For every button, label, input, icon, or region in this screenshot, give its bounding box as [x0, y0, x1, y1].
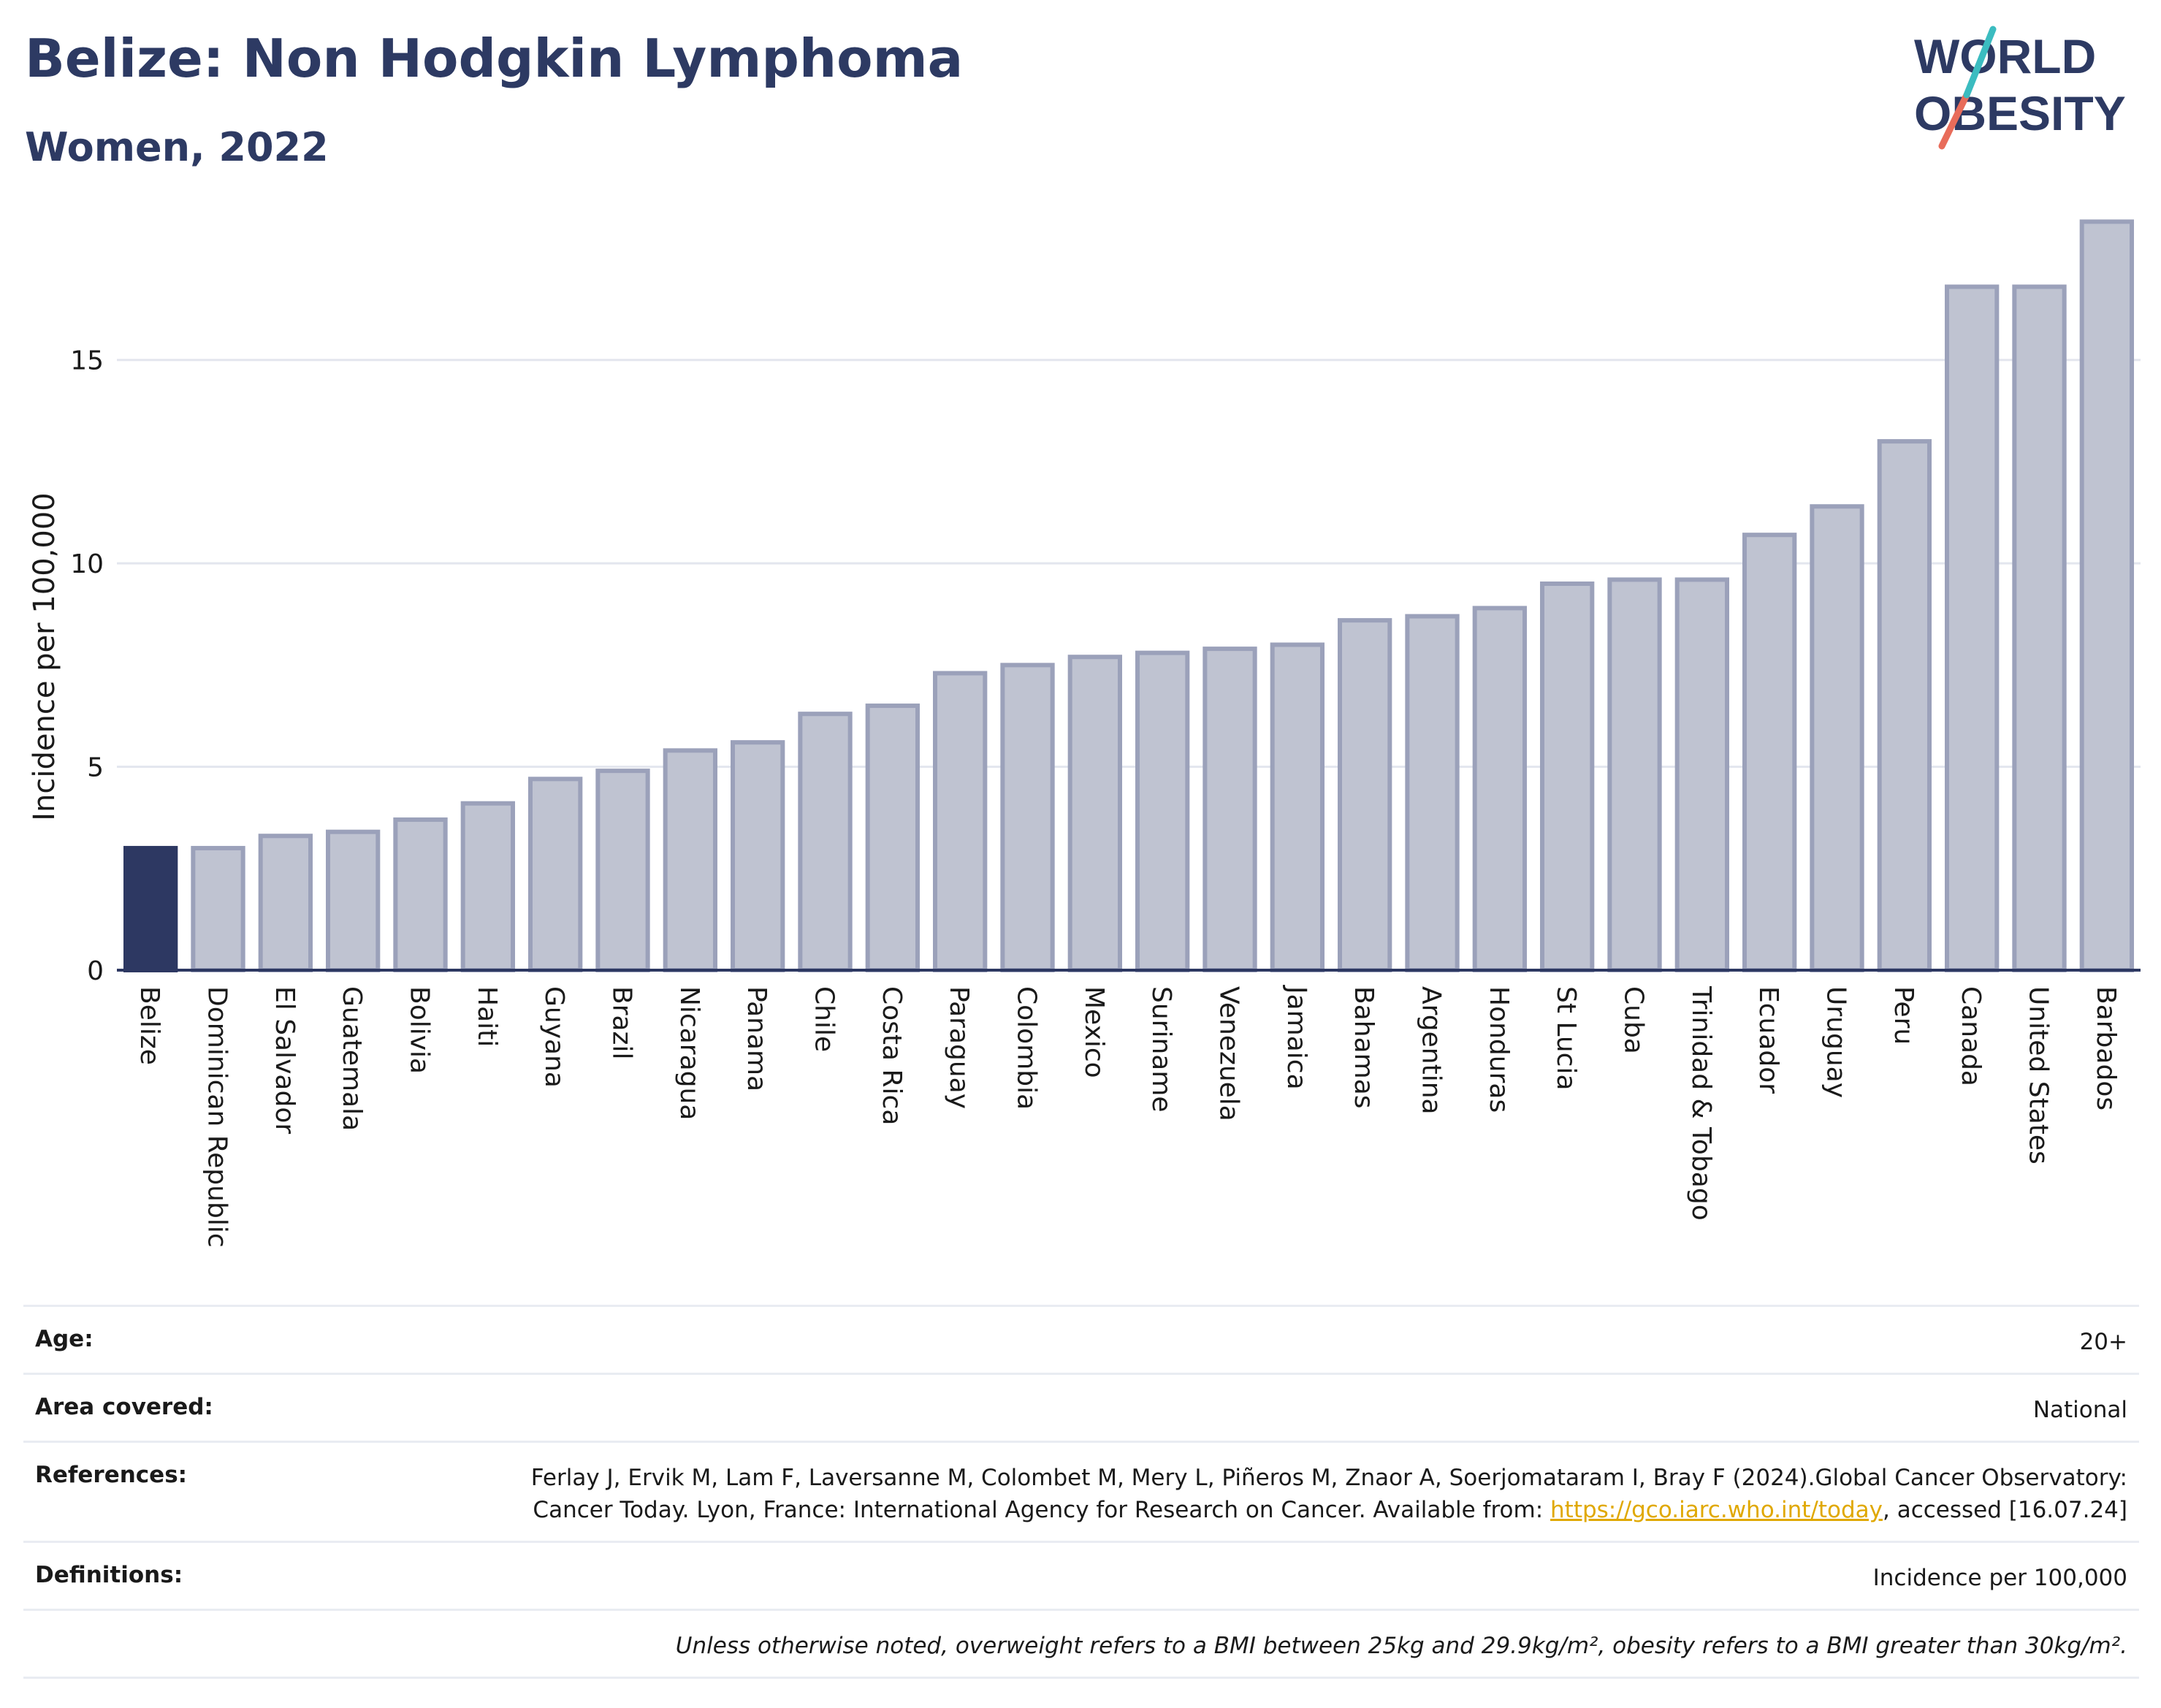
bar-canada — [1945, 284, 2000, 972]
x-tick-label: Uruguay — [1821, 986, 1851, 1098]
references-link[interactable]: https://gco.iarc.who.int/today — [1550, 1497, 1883, 1523]
bar-honduras — [1472, 606, 1527, 972]
x-tick-label: Argentina — [1417, 986, 1447, 1115]
bar-venezuela — [1203, 647, 1257, 972]
bar-trinidad-tobago — [1674, 577, 1729, 972]
x-tick-label: Peru — [1889, 986, 1918, 1045]
y-tick-label: 0 — [87, 956, 104, 986]
x-tick-label: Bolivia — [405, 986, 435, 1074]
bar-el-salvador — [258, 834, 313, 972]
svg-text:WORLD: WORLD — [1914, 29, 2096, 83]
chart-subtitle: Women, 2022 — [25, 124, 329, 170]
gridlines — [117, 359, 2141, 769]
x-tick-label: Mexico — [1079, 986, 1109, 1078]
bar-nicaragua — [663, 748, 717, 973]
bars — [123, 219, 2134, 973]
area-label: Area covered: — [35, 1394, 213, 1420]
x-tick-label: Guatemala — [337, 986, 367, 1131]
x-tick-label: Cuba — [1619, 986, 1649, 1054]
bar-argentina — [1405, 614, 1460, 972]
bar-colombia — [1000, 663, 1055, 972]
x-tick-label: Nicaragua — [674, 986, 704, 1120]
bar-barbados — [2079, 219, 2134, 972]
x-tick-label: Bahamas — [1349, 986, 1379, 1109]
bar-peru — [1877, 439, 1932, 972]
x-tick-label: St Lucia — [1551, 986, 1581, 1091]
x-tick-label: Venezuela — [1214, 986, 1244, 1121]
chart-title: Belize: Non Hodgkin Lymphoma — [25, 28, 964, 89]
x-tick-label: Trinidad & Tobago — [1686, 985, 1716, 1221]
bar-chile — [798, 712, 853, 972]
references-label: References: — [35, 1462, 188, 1488]
bar-uruguay — [1810, 504, 1864, 972]
bar-haiti — [460, 801, 515, 972]
definitions-label: Definitions: — [35, 1562, 183, 1588]
x-tick-label: Panama — [742, 986, 771, 1091]
metadata-table: Age: 20+ Area covered: National Referenc… — [23, 1305, 2139, 1679]
bar-st-lucia — [1540, 582, 1595, 972]
bar-chart: 0 5 10 15 Belize Dominican Republic El Salvad… — [28, 219, 2141, 1248]
x-tick-label: United States — [2024, 986, 2054, 1164]
meta-row-definitions: Definitions: Incidence per 100,000 — [23, 1541, 2139, 1609]
bar-bolivia — [393, 817, 448, 972]
meta-row-age: Age: 20+ — [23, 1305, 2139, 1373]
y-tick-labels: 0 5 10 15 — [70, 346, 104, 986]
bar-suriname — [1135, 650, 1190, 972]
x-tick-label: Chile — [809, 986, 839, 1052]
x-tick-label: Haiti — [472, 986, 502, 1047]
bar-costa-rica — [865, 704, 920, 972]
references-text: Ferlay J, Ervik M, Lam F, Laversanne M, … — [530, 1465, 2127, 1523]
world-obesity-logo: WORLD OBESITY — [1914, 26, 2126, 150]
bmi-note: Unless otherwise noted, overweight refer… — [675, 1633, 2127, 1659]
bar-guatemala — [326, 829, 381, 973]
y-axis-title: Incidence per 100,000 — [28, 492, 61, 821]
area-value: National — [2032, 1397, 2127, 1423]
bar-united-states — [2012, 284, 2067, 972]
x-tick-label: El Salvador — [270, 986, 300, 1134]
x-tick-label: Ecuador — [1753, 986, 1783, 1094]
bar-belize — [123, 845, 178, 973]
y-tick-label: 10 — [70, 549, 104, 579]
x-tick-label: Costa Rica — [877, 986, 907, 1125]
bar-dominican-republic — [191, 845, 245, 973]
x-tick-label: Paraguay — [944, 986, 974, 1109]
bar-paraguay — [933, 671, 988, 972]
age-label: Age: — [35, 1326, 94, 1352]
bar-brazil — [595, 769, 650, 972]
meta-row-area: Area covered: National — [23, 1373, 2139, 1441]
y-tick-label: 15 — [70, 346, 104, 376]
x-tick-label: Barbados — [2091, 986, 2121, 1110]
bar-bahamas — [1338, 618, 1392, 972]
meta-row-note: Unless otherwise noted, overweight refer… — [23, 1609, 2139, 1679]
bar-panama — [731, 740, 785, 972]
x-tick-label: Canada — [1956, 986, 1986, 1086]
x-tick-label: Dominican Republic — [202, 986, 232, 1248]
x-tick-label: Colombia — [1012, 986, 1042, 1110]
x-tick-label: Brazil — [607, 986, 637, 1059]
age-value: 20+ — [2079, 1329, 2127, 1355]
bar-mexico — [1067, 655, 1122, 972]
references-suffix: , accessed [16.07.24] — [1882, 1497, 2127, 1523]
x-tick-label: Honduras — [1484, 986, 1514, 1113]
bar-guyana — [528, 777, 583, 972]
y-tick-label: 5 — [87, 753, 104, 783]
bar-ecuador — [1742, 533, 1797, 972]
x-tick-label: Belize — [134, 986, 164, 1065]
x-tick-label: Guyana — [539, 986, 569, 1088]
bar-jamaica — [1270, 642, 1325, 972]
references-value: Ferlay J, Ervik M, Lam F, Laversanne M, … — [447, 1462, 2127, 1526]
x-tick-label: Jamaica — [1281, 985, 1311, 1090]
definitions-value: Incidence per 100,000 — [1872, 1565, 2127, 1591]
x-tick-labels: Belize Dominican Republic El Salvador Guate… — [134, 985, 2121, 1248]
x-tick-label: Suriname — [1146, 986, 1176, 1113]
meta-row-references: References: Ferlay J, Ervik M, Lam F, La… — [23, 1441, 2139, 1541]
bar-cuba — [1607, 577, 1662, 972]
